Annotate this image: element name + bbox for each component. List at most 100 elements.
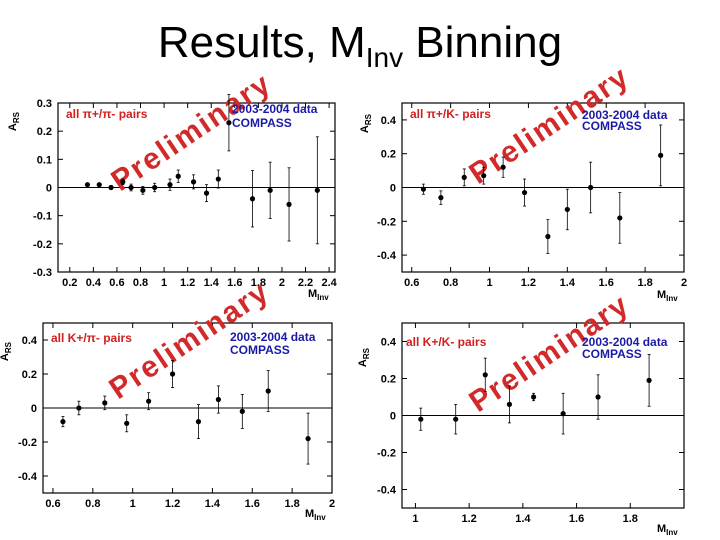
data-years-label: 2003-2004 data [582, 335, 668, 349]
y-axis-label-sub: RS [364, 113, 373, 125]
chart-panel-2: 0.6 0.8 1 1.2 1.4 1.6 1.8 2 -0.4 -0.2 0 0.2 0.4 ARS MI… [359, 60, 687, 303]
data-point [521, 189, 528, 196]
data-point [418, 416, 424, 422]
x-tick-label: 1.2 [521, 277, 536, 289]
experiment-label: COMPASS [582, 347, 642, 361]
data-point [265, 388, 271, 394]
data-point [560, 411, 566, 417]
x-tick-label: 0.8 [443, 277, 458, 289]
data-point [76, 405, 82, 411]
data-point [564, 206, 570, 213]
data-point [60, 419, 66, 425]
x-tick-label: 1.6 [227, 277, 242, 289]
x-tick-label: 1 [412, 513, 418, 525]
data-years-label: 2003-2004 data [230, 330, 316, 344]
data-point [195, 419, 202, 425]
x-tick-label: 1.2 [180, 277, 195, 289]
y-axis-label-sub: RS [12, 111, 21, 123]
data-point [203, 190, 210, 196]
x-tick-label: 1.6 [245, 498, 260, 510]
data-point [120, 179, 126, 185]
y-tick-label: 0.2 [22, 369, 37, 381]
x-tick-label: 1.2 [165, 498, 180, 510]
x-axis-label-main: M [308, 288, 317, 300]
data-point [146, 398, 152, 404]
x-axis-label-sub: Inv [314, 513, 326, 522]
y-axis-label-main: A [359, 125, 371, 133]
y-axis-label-sub: RS [362, 347, 371, 359]
data-point [140, 187, 146, 193]
y-tick-label: -0.4 [377, 485, 397, 497]
data-point [108, 184, 114, 191]
y-tick-label: 0.2 [381, 374, 396, 386]
data-point [96, 182, 102, 188]
x-tick-label: 0.2 [62, 277, 77, 289]
y-tick-label: -0.2 [18, 437, 37, 449]
experiment-label: COMPASS [230, 343, 290, 357]
pairs-label: all π+/π- pairs [66, 107, 148, 121]
y-tick-label: 0.2 [37, 126, 52, 138]
x-tick-label: 2.2 [298, 277, 313, 289]
data-point [453, 416, 459, 422]
data-point [461, 174, 467, 180]
y-tick-label: 0.4 [22, 335, 38, 347]
data-point [545, 233, 551, 240]
y-tick-label: 0.2 [381, 149, 396, 161]
data-point [167, 182, 173, 188]
x-tick-label: 1.4 [515, 513, 531, 525]
data-point [588, 184, 594, 191]
title-subscript: Inv [365, 42, 404, 73]
title-main: Results, M [157, 18, 366, 67]
x-axis-label-sub: Inv [317, 293, 329, 302]
x-axis-label: MInv [657, 289, 678, 303]
x-axis-label-main: M [305, 508, 314, 520]
chart-panel-3: 0.6 0.8 1 1.2 1.4 1.6 1.8 2-0.4-0.200.20.4ARSMI… [0, 275, 335, 522]
pairs-label: all π+/K- pairs [410, 107, 491, 121]
data-point [438, 195, 444, 201]
x-tick-label: 1.4 [204, 277, 220, 289]
data-point [314, 187, 320, 193]
y-tick-label: -0.3 [33, 267, 52, 279]
data-point [175, 173, 181, 179]
data-point [128, 184, 134, 191]
data-point [305, 436, 311, 442]
y-axis-label: ARS [7, 111, 21, 131]
x-tick-label: 1.2 [461, 513, 476, 525]
x-tick-label: 1.8 [637, 277, 652, 289]
x-axis-label: MInv [657, 523, 678, 537]
x-tick-label: 2.4 [321, 277, 337, 289]
data-point [215, 176, 221, 182]
data-point [239, 408, 245, 414]
y-tick-label: 0.3 [37, 98, 52, 110]
x-tick-label: 0.6 [109, 277, 124, 289]
data-point [481, 173, 487, 179]
chart-panel-4: 1 1.2 1.4 1.6 1.8-0.4-0.200.20.4ARSMInvPreli… [357, 288, 685, 537]
data-point [215, 396, 221, 403]
experiment-label: COMPASS [582, 119, 642, 133]
x-tick-label: 1.8 [251, 277, 266, 289]
x-axis-label-main: M [657, 523, 666, 535]
y-tick-label: -0.4 [18, 471, 38, 483]
x-axis-label: MInv [308, 288, 329, 302]
watermark-preliminary: Preliminary [105, 67, 277, 198]
x-axis-label-sub: Inv [666, 294, 678, 303]
y-axis-label-main: A [357, 359, 369, 367]
x-tick-label: 0.8 [85, 498, 100, 510]
x-tick-label: 0.8 [133, 277, 148, 289]
pairs-label: all K+/K- pairs [406, 335, 487, 349]
x-tick-label: 2 [279, 277, 285, 289]
y-tick-label: -0.4 [377, 250, 397, 262]
y-tick-label: 0 [31, 403, 37, 415]
x-tick-label: 2 [329, 498, 335, 510]
x-tick-label: 1.6 [569, 513, 584, 525]
data-point [531, 394, 537, 400]
data-point [249, 196, 256, 202]
data-point [102, 400, 108, 406]
y-axis-label-main: A [0, 353, 11, 361]
y-axis-label-main: A [7, 123, 19, 131]
data-point [420, 186, 426, 192]
y-tick-label: 0 [46, 183, 52, 195]
data-point [500, 164, 506, 170]
x-tick-label: 0.6 [45, 498, 60, 510]
y-axis-label-sub: RS [4, 341, 13, 353]
